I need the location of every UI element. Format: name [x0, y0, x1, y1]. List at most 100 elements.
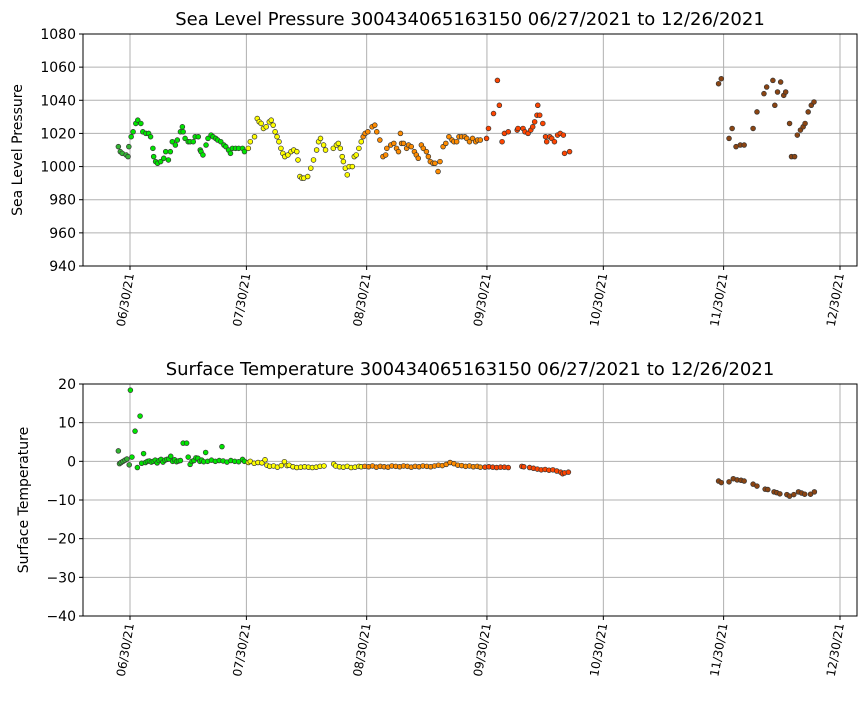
- y-tick-label: −10: [46, 493, 76, 509]
- data-point-august: [344, 172, 351, 178]
- x-tick-label: 11/30/21: [707, 272, 730, 328]
- data-point-december: [811, 489, 818, 495]
- data-point-july: [227, 150, 234, 157]
- data-point-august: [247, 138, 254, 145]
- data-point-august: [294, 148, 300, 155]
- data-point-july: [134, 464, 141, 471]
- data-point-august: [317, 135, 324, 142]
- data-point-july: [138, 120, 144, 127]
- data-point-july: [130, 129, 136, 135]
- data-point-september: [443, 140, 449, 147]
- data-point-august: [304, 173, 311, 180]
- data-point-september: [415, 155, 422, 162]
- data-point-july: [195, 133, 202, 140]
- data-point-october: [515, 125, 521, 132]
- data-point-october: [565, 469, 572, 475]
- data-point-june: [115, 448, 122, 454]
- data-point-october: [505, 129, 512, 135]
- data-point-september: [453, 138, 460, 145]
- data-point-august: [330, 145, 337, 152]
- data-point-august: [322, 147, 329, 153]
- data-point-july: [157, 158, 164, 165]
- plot-frame: [82, 383, 858, 617]
- data-point-june: [115, 143, 122, 150]
- data-point-july: [218, 138, 224, 145]
- data-point-december: [794, 132, 801, 138]
- data-point-december: [726, 479, 732, 485]
- data-point-august: [274, 133, 280, 140]
- sea-level-pressure-plot: Sea Level Pressure 300434065163150 06/27…: [10, 9, 858, 328]
- data-point-december: [754, 109, 760, 115]
- data-point-september: [425, 153, 432, 160]
- data-point-july: [190, 138, 196, 145]
- y-tick-label: 980: [49, 193, 76, 209]
- data-point-july: [185, 454, 191, 460]
- data-point-august: [358, 138, 364, 145]
- data-point-june: [126, 143, 132, 150]
- surface-temperature-plot: Surface Temperature 300434065163150 06/2…: [16, 359, 858, 678]
- data-point-december: [791, 491, 797, 498]
- data-point-august: [262, 457, 268, 463]
- data-point-july: [203, 142, 209, 148]
- data-point-september: [377, 137, 383, 143]
- data-point-september: [435, 168, 441, 175]
- data-point-december: [741, 478, 747, 484]
- data-point-october: [566, 148, 573, 155]
- y-tick-label: −40: [46, 609, 76, 625]
- data-point-december: [811, 99, 817, 105]
- data-point-december: [782, 89, 789, 95]
- data-point-october: [529, 124, 536, 130]
- data-point-july: [150, 153, 157, 160]
- data-point-october: [521, 463, 527, 470]
- data-point-july: [235, 458, 242, 465]
- data-point-october: [505, 464, 512, 471]
- data-point-september: [466, 138, 473, 145]
- data-point-october: [531, 119, 538, 125]
- data-point-july: [167, 453, 174, 460]
- data-point-september: [400, 140, 407, 147]
- y-axis-label: Sea Level Pressure: [10, 84, 26, 216]
- y-tick-label: 1020: [40, 126, 76, 142]
- data-point-july: [165, 157, 172, 163]
- y-tick-label: 1000: [40, 160, 76, 176]
- data-point-september: [395, 148, 402, 155]
- data-point-august: [258, 120, 264, 127]
- chart-title: Sea Level Pressure 300434065163150 06/27…: [175, 9, 765, 30]
- data-point-june: [124, 456, 130, 462]
- data-point-september: [477, 137, 484, 143]
- data-point-december: [774, 89, 781, 95]
- data-point-august: [313, 147, 320, 153]
- data-point-december: [777, 79, 784, 85]
- x-tick-label: 06/30/21: [114, 622, 137, 678]
- data-point-july: [132, 428, 138, 434]
- data-point-july: [140, 450, 147, 457]
- data-point-september: [446, 133, 452, 140]
- data-point-june: [126, 462, 132, 468]
- data-point-december: [718, 75, 725, 82]
- data-point-october: [543, 138, 550, 145]
- y-tick-label: 1080: [40, 27, 76, 43]
- x-tick-label: 08/30/21: [350, 622, 373, 678]
- data-point-september: [365, 129, 371, 135]
- data-point-december: [805, 109, 811, 115]
- data-point-october: [485, 125, 492, 132]
- data-point-august: [349, 163, 356, 170]
- data-point-july: [167, 148, 174, 155]
- data-point-august: [263, 124, 269, 130]
- data-point-october: [494, 77, 501, 84]
- data-point-august: [337, 145, 344, 152]
- data-point-july: [205, 135, 211, 142]
- data-point-august: [278, 145, 284, 152]
- data-point-august: [270, 122, 276, 128]
- data-point-july: [172, 142, 179, 148]
- data-point-september: [382, 152, 389, 158]
- x-tick-label: 07/30/21: [230, 622, 253, 678]
- data-point-december: [718, 479, 725, 486]
- data-point-september: [469, 135, 476, 142]
- data-point-december: [754, 483, 760, 489]
- data-point-july: [137, 413, 143, 419]
- x-tick-label: 09/30/21: [471, 622, 494, 678]
- data-point-july: [183, 440, 190, 446]
- data-point-august: [339, 153, 345, 160]
